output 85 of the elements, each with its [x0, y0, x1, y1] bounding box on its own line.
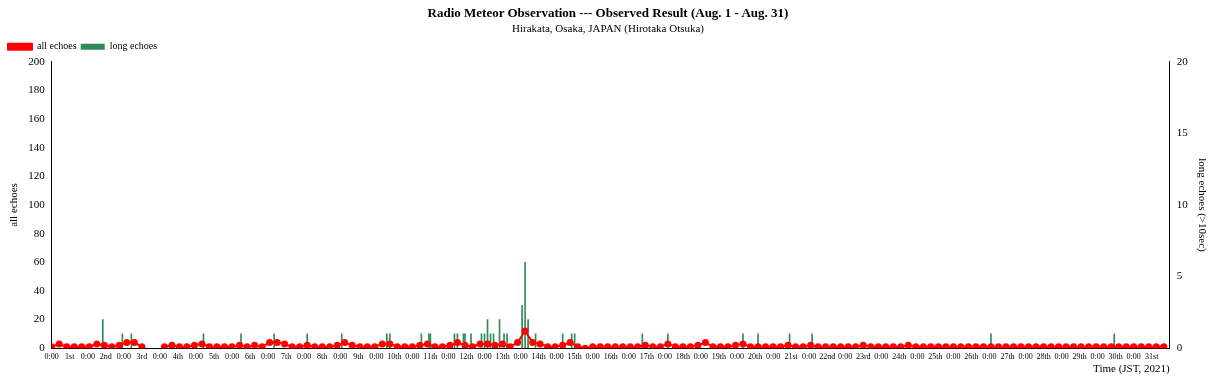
x-tick-label: 0:00 [657, 352, 672, 362]
x-tick-label: 11th [423, 352, 438, 362]
x-tick-label: 0:00 [333, 352, 348, 362]
x-tick-label: 14th [531, 352, 546, 362]
x-tick-label: 20th [747, 352, 763, 362]
y2-tick-label: 10 [1176, 197, 1189, 210]
y-tick-label: 100 [28, 197, 46, 210]
x-tick-label: 0:00 [152, 352, 168, 362]
x-tick-label: 0:00 [765, 352, 781, 362]
x-tick-label: 28th [1036, 352, 1051, 362]
y-tick-label: 0 [39, 341, 46, 354]
x-tick-label: 27th [1000, 352, 1015, 362]
x-tick-label: 4th [172, 352, 184, 362]
x-tick-label: 23rd [855, 352, 871, 362]
x-tick-label: 9th [353, 352, 364, 362]
x-tick-label: 0:00 [80, 352, 95, 362]
x-tick-label: 0:00 [982, 352, 997, 362]
x-tick-label: 3rd [136, 352, 148, 362]
x-tick-label: 16th [603, 352, 618, 362]
x-tick-label: 0:00 [1018, 352, 1033, 362]
x-tick-label: 19th [711, 352, 727, 362]
x-tick-label: 13th [495, 352, 510, 362]
x-tick-label: 12th [459, 352, 474, 362]
x-tick-label: 0:00 [369, 352, 384, 362]
x-tick-label: 7th [281, 352, 292, 362]
x-tick-label: 26th [964, 352, 979, 362]
x-tick-label: 0:00 [405, 352, 420, 362]
legend-label: long echoes [109, 40, 158, 52]
x-tick-label: 0:00 [1090, 352, 1105, 362]
x-tick-label: 0:00 [188, 352, 204, 362]
x-tick-label: 0:00 [946, 352, 961, 362]
x-tick-label: 15th [567, 352, 582, 362]
x-tick-label: 0:00 [1054, 352, 1069, 362]
x-tick-label: 10th [387, 352, 402, 362]
x-tick-label: 0:00 [224, 352, 240, 362]
x-tick-label: 25th [928, 352, 943, 362]
y-axis-title: all echoes [7, 183, 20, 227]
x-tick-label: 0:00 [549, 352, 564, 362]
x-tick-label: 21st [784, 352, 799, 362]
x-tick-label: 18th [675, 352, 690, 362]
y-tick-label: 120 [28, 169, 46, 182]
y-tick-label: 180 [28, 83, 46, 96]
x-tick-label: 1st [65, 352, 76, 362]
x-tick-label: 0:00 [621, 352, 636, 362]
chart-subtitle: Hirakata, Osaka, JAPAN (Hirotaka Otsuka) [511, 22, 705, 36]
x-tick-label: 2nd [99, 352, 112, 362]
x-tick-label: 0:00 [513, 352, 528, 362]
x-tick-label: 22nd [819, 352, 836, 362]
x-tick-label: 31st [1145, 352, 1160, 362]
x-tick-label: 0:00 [441, 352, 456, 362]
x-tick-label: 0:00 [1126, 352, 1141, 362]
y-tick-label: 20 [33, 312, 46, 325]
x-tick-label: 8th [317, 352, 328, 362]
y2-tick-label: 5 [1176, 269, 1183, 282]
x-tick-label: 0:00 [729, 352, 745, 362]
x-tick-label: 0:00 [910, 352, 925, 362]
y-tick-label: 140 [28, 140, 46, 153]
x-tick-label: 0:00 [585, 352, 600, 362]
x-tick-label: 5th [208, 352, 220, 362]
x-tick-label: 30th [1108, 352, 1123, 362]
x-tick-label: 0:00 [838, 352, 853, 362]
x-tick-label: 0:00 [874, 352, 889, 362]
y-tick-label: 160 [28, 111, 46, 124]
x-tick-label: 0:00 [802, 352, 817, 362]
y-tick-label: 80 [33, 226, 46, 239]
y-tick-label: 40 [33, 283, 46, 296]
x-tick-label: 24th [892, 352, 907, 362]
y-tick-label: 200 [28, 54, 46, 67]
x-tick-label: 29th [1072, 352, 1087, 362]
y2-axis-title: long echoes (>10sec) [1195, 158, 1209, 253]
legend-label: all echoes [37, 40, 77, 52]
x-tick-label: 0:00 [116, 352, 131, 362]
x-tick-label: 0:00 [693, 352, 709, 362]
x-tick-label: 0:00 [44, 352, 59, 362]
x-axis-title: Time (JST, 2021) [1093, 362, 1171, 376]
x-tick-label: 6th [244, 352, 256, 362]
x-tick-label: 17th [639, 352, 654, 362]
chart-title: Radio Meteor Observation --- Observed Result (Aug. 1 - Aug. 31) [427, 5, 789, 21]
x-tick-label: 0:00 [477, 352, 492, 362]
y-tick-label: 60 [33, 255, 46, 268]
x-tick-label: 0:00 [260, 352, 276, 362]
y2-tick-label: 20 [1176, 54, 1189, 67]
y2-tick-label: 15 [1176, 126, 1189, 139]
x-tick-label: 0:00 [297, 352, 312, 362]
y2-tick-label: 0 [1176, 341, 1183, 354]
